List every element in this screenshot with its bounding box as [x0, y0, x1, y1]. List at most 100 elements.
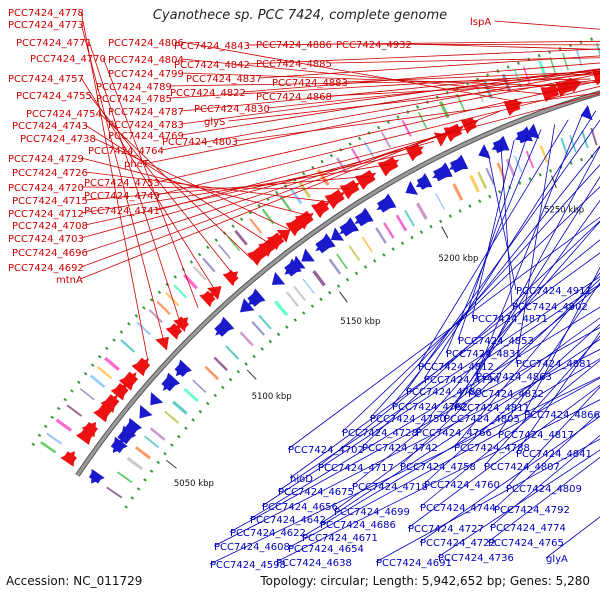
- gene-label-top: PCC7424_4692: [8, 263, 84, 274]
- gene-label-top: PCC7424_4771: [16, 38, 92, 49]
- cog-mark: [591, 128, 596, 145]
- gene-label-bottom: PCC7424_4642: [250, 515, 326, 526]
- gene-label-top: pheT: [124, 159, 150, 170]
- cog-mark: [563, 53, 569, 70]
- gene-label-top: PCC7424_4842: [174, 60, 250, 71]
- cog-mark: [507, 159, 514, 176]
- gene-label-top: mtnA: [56, 275, 83, 286]
- cog-mark: [137, 322, 150, 334]
- cog-mark: [165, 411, 179, 423]
- gene-label-bottom: PCC7424_4598: [210, 560, 286, 571]
- gene-label-top: PCC7424_4830: [194, 104, 270, 115]
- cog-mark: [241, 332, 253, 345]
- gene-label-bottom: PCC7424_4744: [420, 503, 496, 514]
- gene-body: [355, 210, 372, 227]
- scale-label: 5100 kbp: [252, 392, 292, 402]
- gene-label-top: PCC7424_4770: [30, 54, 106, 65]
- cog-mark: [98, 367, 112, 379]
- gene-body: [433, 165, 451, 182]
- gene-body: [315, 235, 334, 253]
- cog-mark: [174, 285, 186, 298]
- gene-arrow: [150, 392, 163, 405]
- gene-label-top: PCC7424_4787: [108, 107, 184, 118]
- gene-arrow: [155, 337, 169, 351]
- gene-arrow: [405, 181, 418, 195]
- cog-mark: [478, 172, 486, 188]
- scale-tick: [247, 370, 256, 379]
- cog-mark: [397, 215, 406, 230]
- cog-mark: [235, 231, 246, 245]
- scale-label: 5150 kbp: [340, 317, 380, 327]
- cog-mark: [107, 487, 122, 497]
- gene-label-bottom: PCC7424_4691: [376, 558, 452, 569]
- gene-label-top: glyS: [204, 117, 225, 128]
- gene-label-bottom: PCC7424_4638: [276, 558, 352, 569]
- scale-label: 5050 kbp: [174, 479, 214, 489]
- cog-mark: [337, 254, 347, 269]
- cog-mark: [193, 380, 206, 392]
- cog-mark: [205, 367, 218, 380]
- cog-mark: [362, 237, 372, 252]
- gene-label-bottom: PCC7424_4675: [278, 487, 354, 498]
- cog-mark: [436, 193, 444, 209]
- gene-body: [89, 470, 103, 483]
- gene-label-top: PCC7424_4843: [174, 41, 250, 52]
- scale-tick: [340, 292, 348, 302]
- gene-label-bottom: PCC7424_4727: [408, 524, 484, 535]
- gene-label-top: PCC7424_4883: [272, 78, 348, 89]
- gene-label-bottom: PCC7424_4866: [524, 410, 600, 421]
- cog-mark: [121, 340, 134, 352]
- gene-arrow: [139, 405, 152, 419]
- cog-mark: [303, 279, 314, 293]
- gene-label-top: PCC7424_4886: [256, 40, 332, 51]
- cog-mark: [294, 286, 305, 300]
- cog-mark: [314, 271, 325, 285]
- cog-mark: [550, 57, 556, 74]
- gene-label-bottom: PCC7424_4654: [288, 544, 364, 555]
- gene-label-top: PCC7424_4803: [162, 137, 238, 148]
- gene-label-top: PCC7424_4720: [8, 183, 84, 194]
- cog-mark: [219, 245, 231, 259]
- cog-mark: [252, 322, 264, 335]
- cog-mark: [203, 258, 215, 271]
- gene-body: [356, 170, 375, 188]
- gene-label-top: PCC7424_4712: [8, 209, 84, 220]
- gene-label-bottom: PCC7424_4656: [262, 502, 338, 513]
- cog-mark: [275, 301, 287, 315]
- genome-summary: Topology: circular; Length: 5,942,652 bp…: [260, 574, 590, 588]
- leader-line: [329, 50, 600, 63]
- gene-label-top: PCC7424_4696: [12, 248, 88, 259]
- gene-label-top: PCC7424_4799: [108, 69, 184, 80]
- gene-label-top: PCC7424_4703: [8, 234, 84, 245]
- cog-mark: [582, 131, 588, 148]
- scale-tick: [442, 226, 448, 237]
- gene-label-top: PCC7424_4868: [256, 92, 332, 103]
- cog-mark: [149, 310, 162, 323]
- cog-mark: [214, 358, 227, 371]
- gene-label-top: PCC7424_4708: [12, 221, 88, 232]
- cog-mark: [417, 203, 426, 219]
- gene-label-bottom: PCC7424_4671: [302, 533, 378, 544]
- gene-label-bottom: PCC7424_4809: [506, 484, 582, 495]
- gene-label-top: PCC7424_4932: [336, 40, 412, 51]
- gene-label-bottom: PCC7424_4686: [320, 520, 396, 531]
- gene-label-top: PCC7424_4729: [8, 154, 84, 165]
- gene-body: [339, 219, 357, 236]
- gene-label-top: PCC7424_4757: [8, 74, 84, 85]
- gene-body: [450, 157, 467, 173]
- cog-mark: [117, 472, 132, 482]
- gene-label-top: PCC7424_4785: [96, 94, 172, 105]
- cog-mark: [173, 402, 187, 414]
- cog-mark: [287, 292, 298, 306]
- map-title: Cyanothece sp. PCC 7424, complete genome: [0, 8, 600, 23]
- cog-mark: [259, 315, 271, 329]
- cog-mark: [405, 210, 414, 226]
- cog-mark: [454, 184, 462, 200]
- gene-label-top: PCC7424_4743: [12, 121, 88, 132]
- cog-mark: [376, 228, 386, 243]
- gene-label-bottom: PCC7424_4765: [488, 538, 564, 549]
- gene-label-top: PCC7424_4764: [88, 146, 164, 157]
- cog-mark: [184, 389, 197, 401]
- gene-label-top: PCC7424_4806: [108, 38, 184, 49]
- cog-mark: [498, 163, 505, 179]
